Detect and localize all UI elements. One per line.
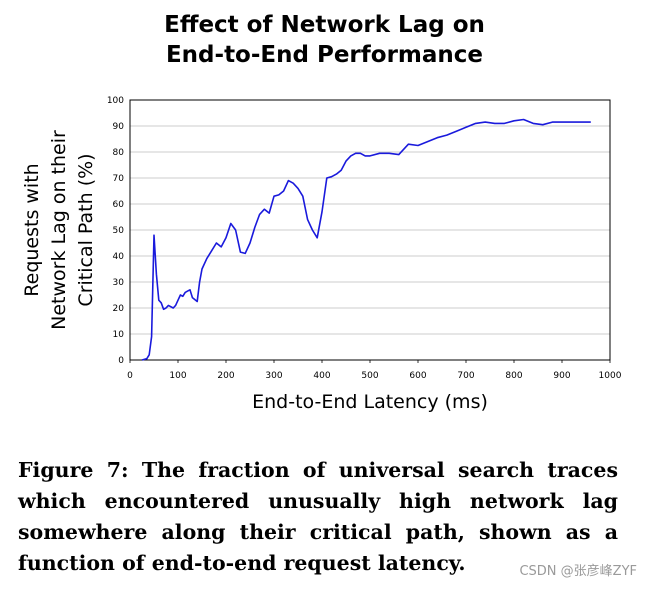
y-axis-title-line: Requests with (21, 163, 43, 296)
x-tick-label: 600 (409, 371, 426, 381)
x-tick-label: 0 (127, 371, 133, 381)
y-tick-label: 80 (113, 148, 125, 158)
y-tick-label: 90 (113, 122, 125, 132)
y-tick-label: 60 (113, 200, 125, 210)
line-chart: 0 10 20 30 40 50 60 70 80 90 100 0 100 200 300 400 500 6… (21, 96, 622, 413)
series-line (141, 118, 591, 361)
y-tick-label: 50 (113, 226, 125, 236)
y-axis-title: Requests with Network Lag on their Critica… (21, 130, 97, 330)
x-axis: 0 100 200 300 400 500 600 700 800 900 1000 (127, 360, 622, 381)
y-axis-title-line: Network Lag on their (48, 130, 70, 330)
x-tick-label: 800 (505, 371, 522, 381)
figure-caption: Figure 7: The fraction of universal sear… (18, 458, 618, 575)
x-tick-label: 400 (313, 371, 330, 381)
x-tick-label: 700 (457, 371, 474, 381)
y-tick-label: 20 (113, 304, 125, 314)
x-tick-label: 1000 (599, 371, 622, 381)
y-tick-label: 30 (113, 278, 125, 288)
x-tick-label: 200 (217, 371, 234, 381)
watermark: CSDN @张彦峰ZYF (519, 564, 637, 579)
y-tick-label: 100 (107, 96, 124, 106)
y-axis-title-line: Critical Path (%) (75, 153, 97, 306)
x-tick-label: 900 (553, 371, 570, 381)
grid (130, 125, 610, 335)
chart-title: Effect of Network Lag on End-to-End Perfo… (164, 12, 485, 68)
y-tick-label: 40 (113, 252, 125, 262)
x-tick-label: 300 (265, 371, 282, 381)
x-tick-label: 100 (169, 371, 186, 381)
y-axis: 0 10 20 30 40 50 60 70 80 90 100 (107, 96, 124, 366)
x-axis-title: End-to-End Latency (ms) (252, 391, 488, 413)
x-tick-label: 500 (361, 371, 378, 381)
y-tick-label: 70 (113, 174, 125, 184)
y-tick-label: 10 (113, 330, 125, 340)
y-tick-label: 0 (118, 356, 124, 366)
